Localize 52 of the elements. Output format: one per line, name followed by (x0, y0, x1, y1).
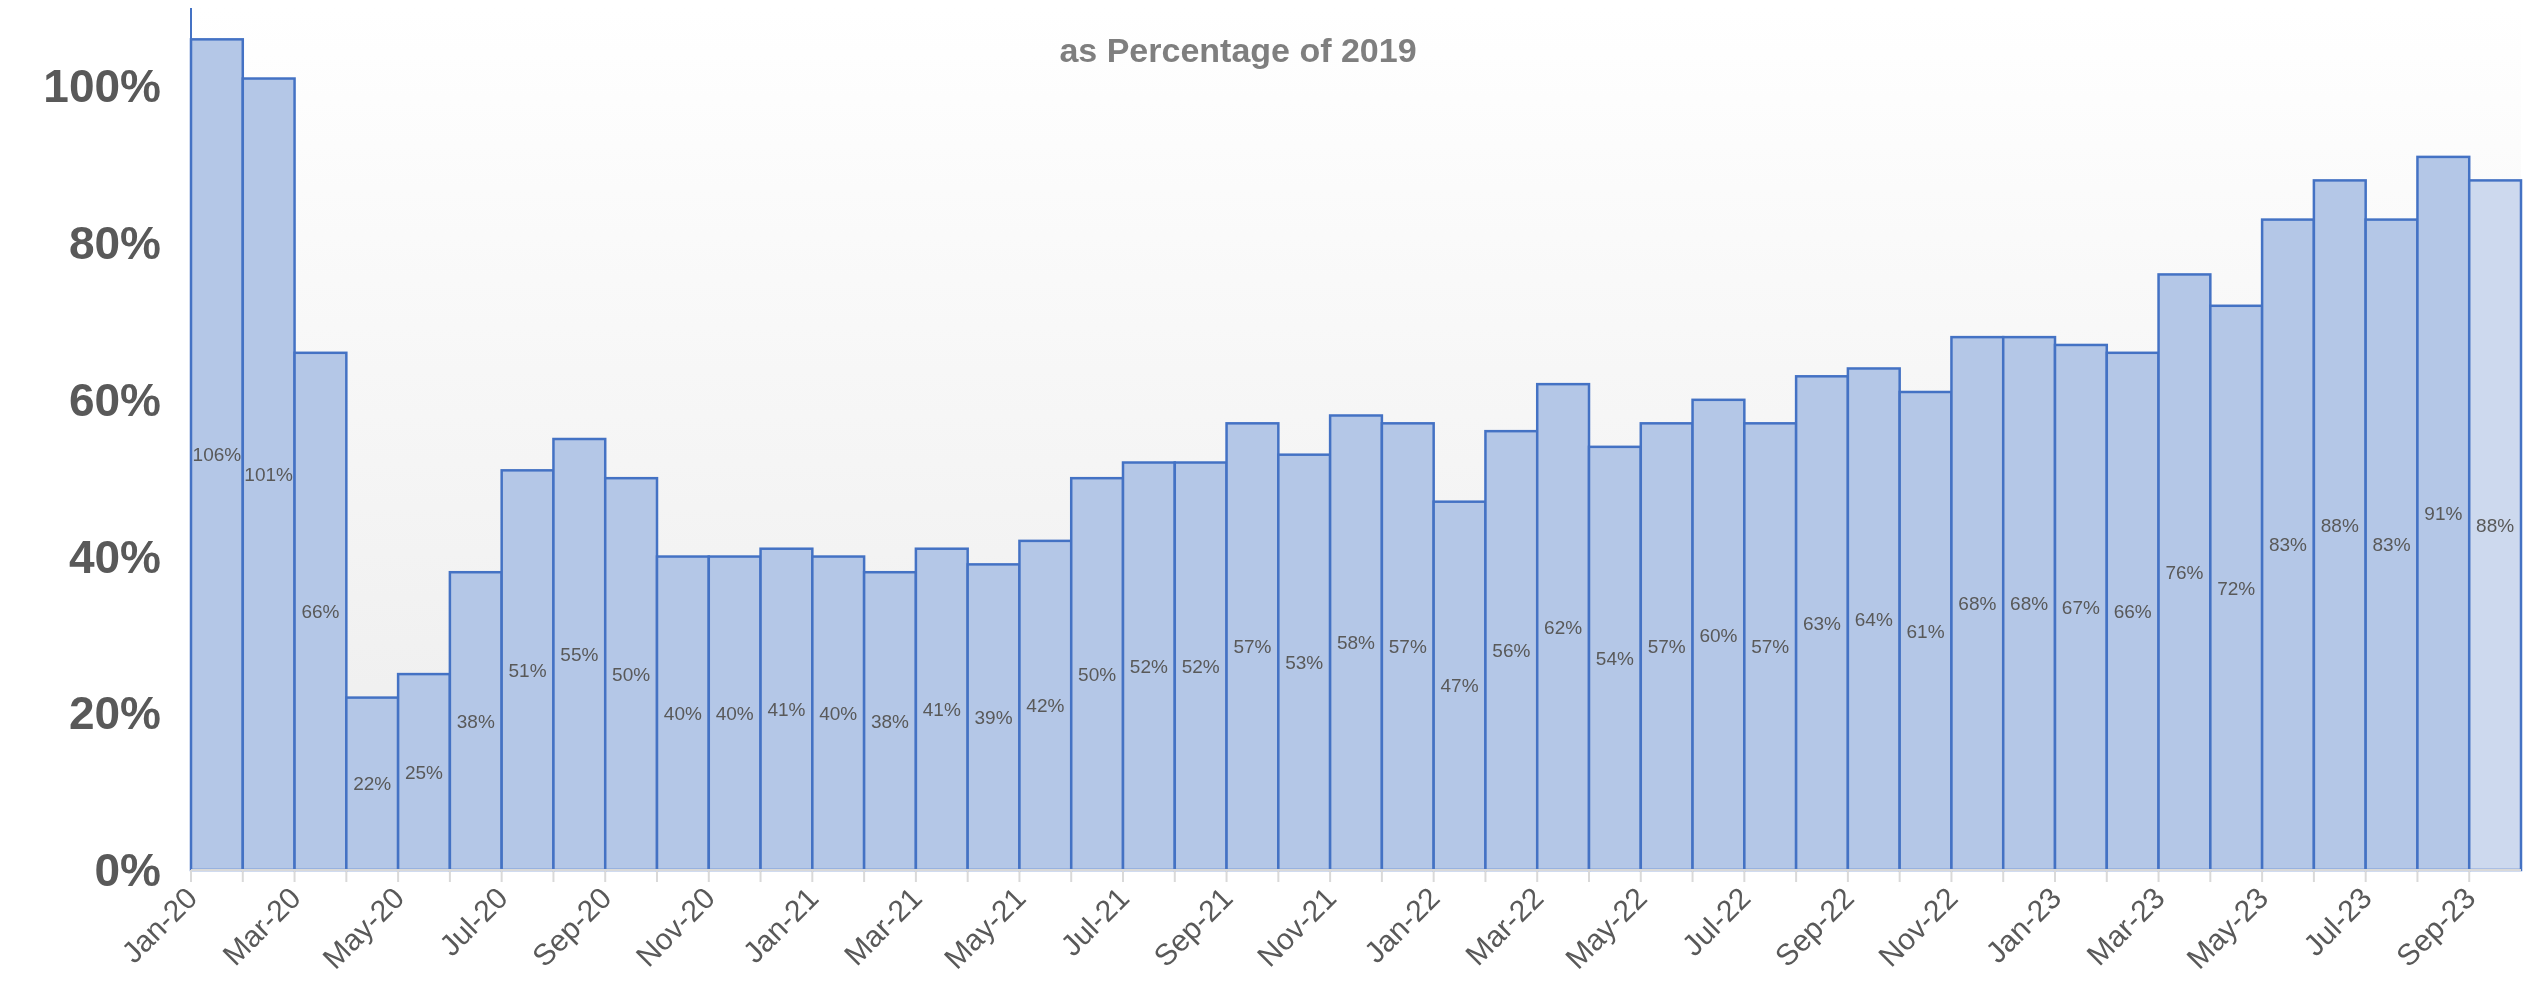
data-label: 57% (1388, 636, 1427, 658)
data-label: 58% (1336, 632, 1376, 654)
data-label: 72% (2217, 577, 2256, 599)
y-tick-label: 100% (43, 60, 161, 113)
data-label: 38% (456, 710, 495, 732)
data-label: 64% (1854, 608, 1893, 630)
data-label: 51% (508, 659, 547, 681)
data-label: 55% (560, 644, 599, 666)
data-label: 88% (2476, 514, 2515, 536)
data-label: 61% (1906, 620, 1945, 642)
data-label: 57% (1751, 636, 1790, 658)
data-label: 83% (2268, 534, 2308, 556)
data-label: 56% (1492, 640, 1531, 662)
data-label: 54% (1595, 648, 1635, 670)
data-label: 88% (2320, 514, 2359, 536)
data-label: 63% (1802, 612, 1842, 634)
data-label: 101% (244, 463, 294, 485)
data-label: 50% (1078, 663, 1117, 685)
y-tick-label: 20% (68, 687, 161, 740)
data-label: 50% (612, 663, 651, 685)
data-label: 66% (301, 601, 340, 623)
data-label: 40% (715, 702, 754, 724)
data-label: 25% (404, 761, 444, 783)
data-label: 22% (353, 773, 392, 795)
data-label: 47% (1440, 675, 1479, 697)
data-label: 66% (2113, 601, 2152, 623)
data-label: 67% (2061, 597, 2101, 619)
data-label: 62% (1544, 616, 1583, 638)
data-label: 57% (1233, 636, 1272, 658)
data-label: 41% (922, 699, 961, 720)
data-label: 40% (663, 702, 703, 724)
data-label: 39% (974, 706, 1013, 728)
data-label: 52% (1181, 655, 1220, 677)
y-tick-label: 80% (68, 217, 161, 270)
data-label: 53% (1285, 651, 1324, 673)
data-label: 60% (1699, 624, 1738, 646)
data-label: 76% (2165, 561, 2204, 583)
data-label: 83% (2372, 534, 2411, 556)
data-label: 57% (1647, 636, 1686, 658)
data-label: 68% (1958, 593, 1997, 615)
data-label: 42% (1026, 695, 1065, 717)
data-label: 38% (870, 710, 910, 732)
data-label: 91% (2424, 503, 2463, 525)
y-tick-label: 0% (94, 844, 161, 897)
y-tick-label: 40% (68, 530, 161, 583)
y-tick-label: 60% (68, 373, 161, 426)
data-label: 41% (767, 699, 806, 720)
data-label: 68% (2010, 593, 2049, 615)
data-label: 106% (192, 444, 242, 466)
data-label: 40% (819, 702, 858, 724)
text: as Percentage of 2019 (1059, 31, 1417, 69)
data-label: 52% (1129, 655, 1169, 677)
